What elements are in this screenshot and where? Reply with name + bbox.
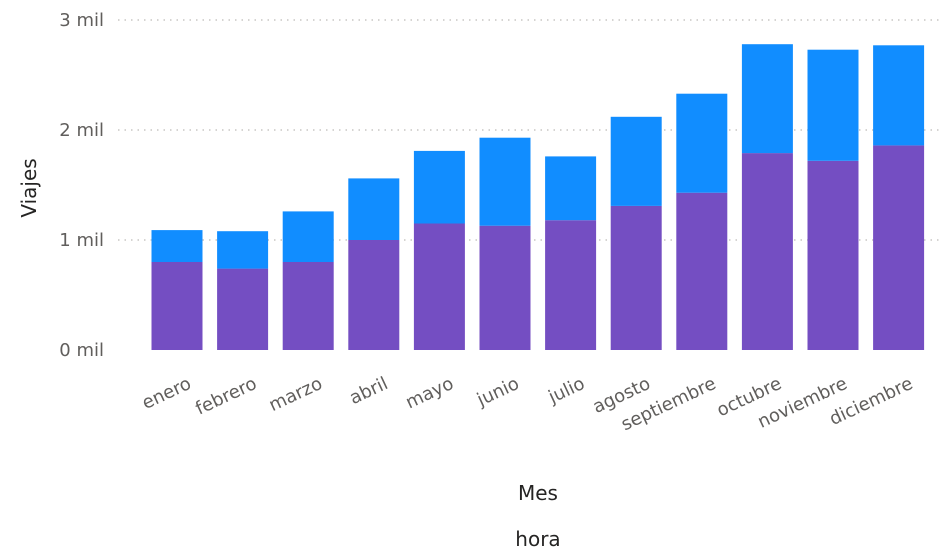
bar-segment-mayo-series-2[interactable] bbox=[413, 150, 465, 224]
y-tick-label: 3 mil bbox=[59, 10, 104, 31]
bar-segment-noviembre-series-1[interactable] bbox=[807, 160, 859, 350]
bar-segment-enero-series-1[interactable] bbox=[151, 262, 203, 350]
bar-segment-abril-series-2[interactable] bbox=[348, 178, 400, 240]
y-tick-label: 2 mil bbox=[59, 120, 104, 141]
x-tick-label-febrero: febrero bbox=[192, 373, 260, 419]
x-tick-label-abril: abril bbox=[346, 373, 391, 409]
bar-segment-febrero-series-2[interactable] bbox=[217, 231, 269, 269]
bar-segment-agosto-series-1[interactable] bbox=[610, 205, 662, 350]
bar-segment-octubre-series-1[interactable] bbox=[741, 153, 793, 350]
bar-segment-agosto-series-2[interactable] bbox=[610, 116, 662, 206]
x-tick-label-julio: julio bbox=[544, 373, 588, 408]
bar-segment-diciembre-series-1[interactable] bbox=[873, 145, 925, 350]
bar-segment-abril-series-1[interactable] bbox=[348, 240, 400, 350]
bar-segment-mayo-series-1[interactable] bbox=[413, 223, 465, 351]
bar-segment-enero-series-2[interactable] bbox=[151, 230, 203, 262]
x-axis-title: Mes bbox=[518, 481, 558, 505]
bars[interactable] bbox=[151, 44, 925, 351]
y-tick-label: 0 mil bbox=[59, 340, 104, 361]
bar-segment-marzo-series-2[interactable] bbox=[282, 211, 334, 262]
y-axis-title: Viajes bbox=[17, 158, 41, 217]
bar-segment-julio-series-1[interactable] bbox=[545, 220, 597, 350]
bar-segment-diciembre-series-2[interactable] bbox=[873, 45, 925, 146]
bar-segment-septiembre-series-2[interactable] bbox=[676, 93, 728, 193]
bar-segment-noviembre-series-2[interactable] bbox=[807, 49, 859, 161]
bar-segment-febrero-series-1[interactable] bbox=[217, 268, 269, 350]
y-axis-tick-labels: 0 mil 1 mil 2 mil 3 mil bbox=[59, 10, 104, 361]
bar-segment-junio-series-1[interactable] bbox=[479, 225, 531, 350]
bar-segment-junio-series-2[interactable] bbox=[479, 137, 531, 226]
x-tick-label-junio: junio bbox=[473, 373, 523, 411]
legend-title: hora bbox=[515, 527, 560, 551]
x-tick-label-marzo: marzo bbox=[266, 373, 326, 416]
bar-segment-marzo-series-1[interactable] bbox=[282, 262, 334, 350]
y-tick-label: 1 mil bbox=[59, 230, 104, 251]
bar-segment-julio-series-2[interactable] bbox=[545, 156, 597, 221]
x-tick-label-enero: enero bbox=[139, 373, 195, 414]
bar-segment-septiembre-series-1[interactable] bbox=[676, 192, 728, 350]
x-tick-label-mayo: mayo bbox=[403, 373, 457, 413]
bar-segment-octubre-series-2[interactable] bbox=[741, 44, 793, 154]
